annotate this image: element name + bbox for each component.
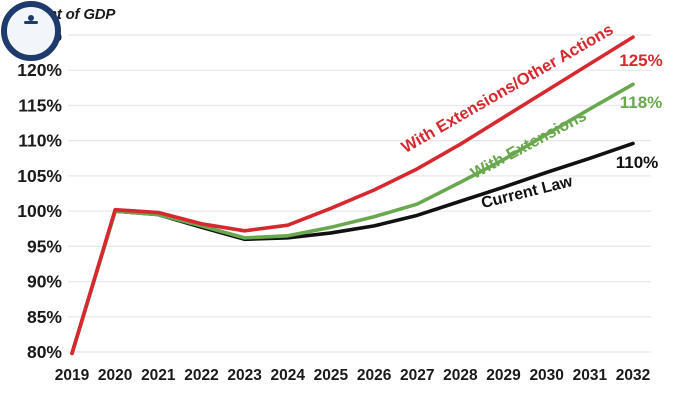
series-line-with-extensions-other-actions [70, 35, 635, 356]
logo-dome-base [24, 21, 38, 24]
x-axis-tick-label: 2028 [443, 367, 478, 384]
series-line-with-extensions [70, 82, 635, 356]
series-end-value-label: 125% [619, 51, 662, 70]
series-inline-label: With Extensions [468, 107, 590, 183]
x-axis-tick-label: 2022 [184, 367, 218, 384]
y-axis-tick-label: 110% [18, 131, 62, 151]
x-axis-tick-label: 2026 [357, 367, 392, 384]
crfb-logo [1, 1, 61, 61]
x-axis-tick-label: 2020 [98, 367, 132, 384]
y-axis-tick-label: 90% [27, 272, 62, 292]
x-axis-tick-label: 2029 [486, 367, 521, 384]
y-axis-tick-label: 80% [27, 342, 62, 362]
y-axis-tick-label: 100% [17, 201, 62, 221]
y-axis-tick-label: 105% [17, 166, 62, 186]
series-line-current-law [70, 141, 635, 356]
x-axis-tick-label: 2025 [314, 367, 349, 384]
series-inline-label: With Extensions/Other Actions [399, 21, 617, 157]
logo-ring [1, 1, 61, 61]
x-axis-tick-label: 2019 [55, 367, 90, 384]
y-axis-tick-label: 95% [27, 236, 62, 256]
x-axis-tick-label: 2032 [616, 367, 650, 384]
x-axis-tick-label: 2031 [573, 367, 608, 384]
series-end-value-label: 110% [616, 153, 659, 172]
x-axis-tick-label: 2030 [529, 367, 563, 384]
x-axis-tick-label: 2027 [400, 367, 434, 384]
x-axis-tick-label: 2023 [227, 367, 262, 384]
logo-dome-icon [28, 15, 34, 21]
y-axis-tick-label: 115% [18, 95, 62, 115]
y-axis-tick-label: 85% [27, 307, 62, 327]
x-axis-tick-label: 2024 [271, 367, 306, 384]
series-end-value-label: 118% [620, 93, 663, 112]
y-axis-tick-label: 120% [17, 60, 62, 80]
x-axis-tick-label: 2021 [141, 367, 176, 384]
